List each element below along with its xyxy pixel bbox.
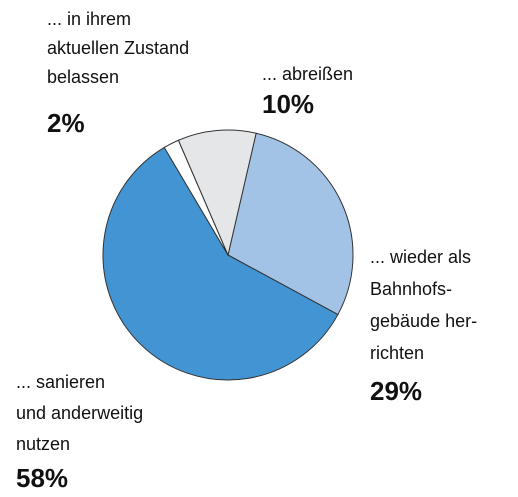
pie-slice bbox=[102, 146, 339, 381]
pie-slice bbox=[227, 132, 354, 316]
slice-label: und anderweitig bbox=[16, 403, 143, 423]
pie-slice bbox=[177, 129, 257, 257]
slice-label: belassen bbox=[47, 67, 119, 87]
slice-label: aktuellen Zustand bbox=[47, 38, 189, 58]
slice-label: richten bbox=[370, 343, 424, 363]
slice-label: ... abreißen bbox=[262, 64, 353, 84]
value-label: 2% bbox=[47, 108, 85, 138]
slice-label: nutzen bbox=[16, 434, 70, 454]
value-label: 29% bbox=[370, 376, 422, 406]
slice-label: ... wieder als bbox=[370, 247, 471, 267]
slice-label: ... sanieren bbox=[16, 372, 105, 392]
value-label: 10% bbox=[262, 89, 314, 119]
slice-label: gebäude her- bbox=[370, 311, 477, 331]
slice-label: Bahnhofs- bbox=[370, 279, 452, 299]
value-label: 58% bbox=[16, 463, 68, 493]
slice-label: ... in ihrem bbox=[47, 9, 131, 29]
